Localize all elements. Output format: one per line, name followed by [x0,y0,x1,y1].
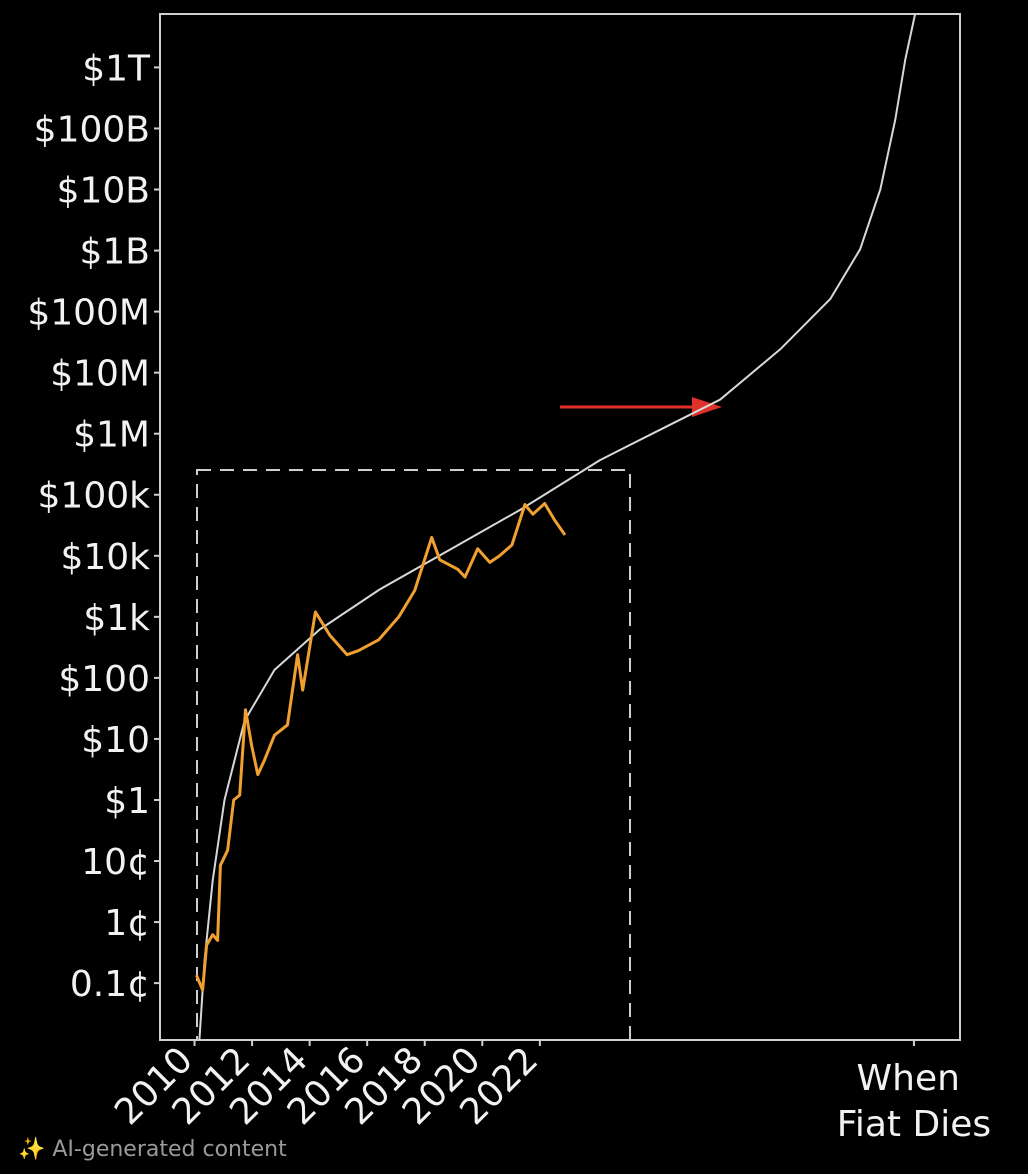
y-tick-label: 10¢ [81,842,150,883]
y-tick-label: $100 [58,659,150,700]
y-tick-label: $100M [27,293,150,334]
y-tick-label: $10M [50,354,150,395]
y-tick-label: $10k [60,537,150,578]
y-tick-label: $1k [83,598,150,639]
y-tick-label: $100k [38,476,151,517]
y-tick-label: $1M [73,415,150,456]
y-tick-label: $1T [82,48,151,89]
y-tick-label: 0.1¢ [70,964,150,1005]
x-tick-label: When Fiat Dies [837,1058,991,1145]
highlight-box [196,469,631,1041]
y-tick-label: $10 [81,720,150,761]
y-tick-label: $100B [34,109,150,150]
y-tick-label: $10B [57,171,150,212]
y-tick-label: 1¢ [104,903,150,944]
watermark: ✨ AI-generated content [18,1136,287,1162]
y-tick-label: $1 [104,781,150,822]
line-series [195,502,567,992]
plot-frame [159,13,961,1041]
line-series [198,13,917,1041]
y-tick-label: $1B [79,232,150,273]
